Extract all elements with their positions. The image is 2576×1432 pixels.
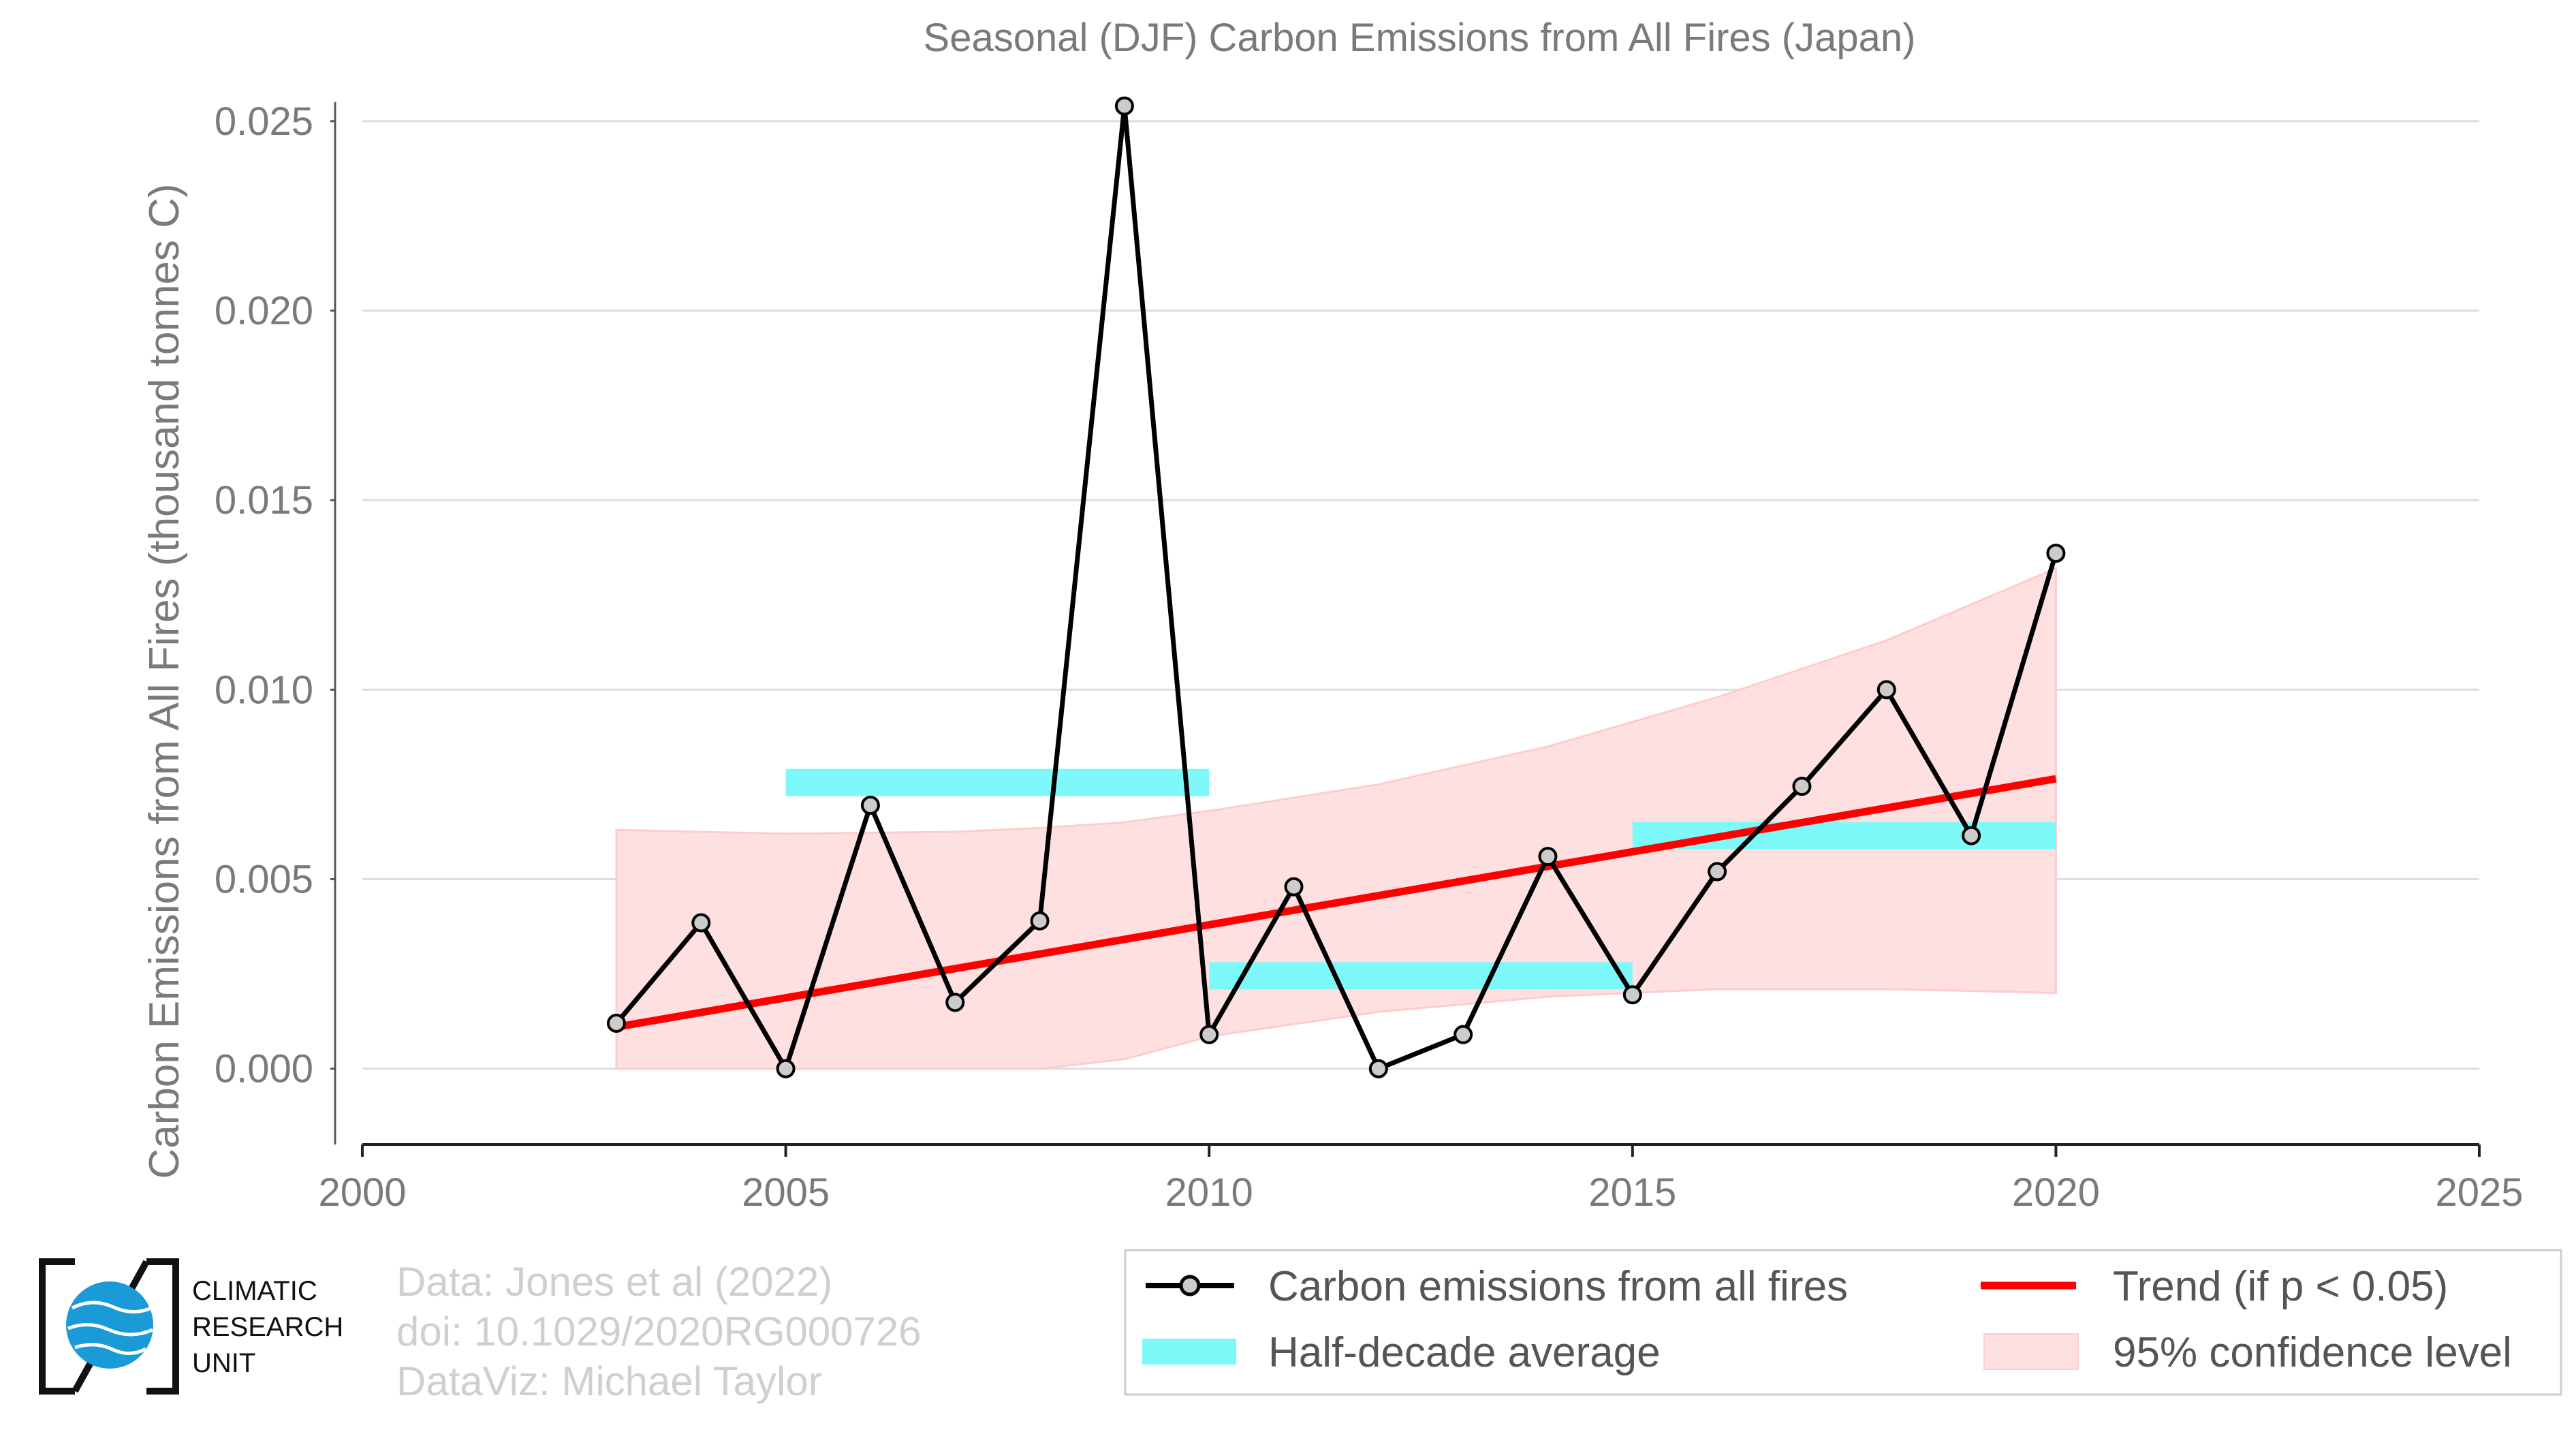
legend-swatch-half-decade bbox=[1142, 1339, 1236, 1365]
y-tick-label: 0.020 bbox=[215, 289, 313, 333]
legend-label-emissions: Carbon emissions from all fires bbox=[1268, 1263, 1848, 1310]
credit-doi: doi: 10.1029/2020RG000726 bbox=[396, 1309, 922, 1354]
emissions-point bbox=[945, 993, 965, 1012]
x-axis-group: 2000 2005 2010 2015 2020 2025 bbox=[318, 1143, 2524, 1215]
y-axis-label: Carbon Emissions from All Fires (thousan… bbox=[141, 183, 188, 1179]
half-decade-bar bbox=[785, 768, 1210, 796]
emissions-point bbox=[1030, 911, 1050, 931]
x-tick-label: 2020 bbox=[2012, 1170, 2100, 1215]
legend: Carbon emissions from all fires Trend (i… bbox=[1124, 1249, 2562, 1396]
x-tick-label: 2005 bbox=[742, 1170, 830, 1215]
emissions-point bbox=[1538, 847, 1558, 867]
emissions-point bbox=[691, 913, 711, 933]
credit-data-source: Data: Jones et al (2022) bbox=[396, 1259, 832, 1305]
logo-text-line3: UNIT bbox=[192, 1348, 255, 1378]
y-tick-label: 0.015 bbox=[215, 478, 313, 523]
logo-bracket-right-icon bbox=[146, 1258, 179, 1395]
trend-line bbox=[616, 775, 2057, 1031]
half-decade-bar bbox=[1632, 822, 2056, 850]
x-tick-label: 2010 bbox=[1165, 1170, 1253, 1215]
legend-swatch-emissions-marker bbox=[1179, 1275, 1201, 1296]
emissions-line bbox=[614, 106, 2058, 1075]
emissions-point bbox=[860, 796, 880, 815]
half-decade-bar bbox=[1209, 962, 1633, 990]
chart-title: Seasonal (DJF) Carbon Emissions from All… bbox=[924, 16, 1916, 60]
legend-swatch-confidence bbox=[1983, 1333, 2079, 1370]
y-tick-label: 0.005 bbox=[215, 858, 313, 902]
logo-bracket-left-icon bbox=[39, 1258, 75, 1395]
emissions-point bbox=[1792, 777, 1812, 796]
x-tick-label: 2015 bbox=[1588, 1170, 1676, 1215]
y-tick-label: 0.010 bbox=[215, 668, 313, 712]
emissions-point bbox=[1708, 862, 1727, 882]
x-tick-label: 2025 bbox=[2435, 1170, 2523, 1215]
emissions-point bbox=[1284, 877, 1304, 897]
y-tick-label: 0.025 bbox=[215, 99, 313, 144]
confidence-band-group bbox=[615, 567, 2057, 1070]
cru-logo: CLIMATIC RESEARCH UNIT bbox=[39, 1258, 343, 1395]
credits: Data: Jones et al (2022) doi: 10.1029/20… bbox=[396, 1259, 922, 1404]
emissions-point bbox=[1454, 1025, 1473, 1044]
x-tick-label: 2000 bbox=[318, 1170, 406, 1215]
emissions-point bbox=[776, 1059, 796, 1078]
legend-label-confidence: 95% confidence level bbox=[2113, 1329, 2512, 1376]
half-decade-bars-group bbox=[785, 768, 2056, 990]
legend-label-half-decade: Half-decade average bbox=[1268, 1329, 1661, 1376]
emissions-point bbox=[1622, 985, 1642, 1005]
legend-box bbox=[1124, 1249, 2562, 1396]
emissions-point bbox=[1114, 96, 1134, 116]
emissions-series-group bbox=[606, 96, 2066, 1078]
trend-line-group bbox=[616, 775, 2057, 1031]
confidence-band bbox=[615, 567, 2057, 1070]
emissions-point bbox=[1962, 826, 1981, 845]
y-tick-label: 0.000 bbox=[215, 1047, 313, 1091]
globe-icon bbox=[66, 1281, 154, 1369]
logo-text-line1: CLIMATIC bbox=[192, 1276, 317, 1306]
y-ticks-group: 0.000 0.005 0.010 0.015 0.020 0.025 bbox=[215, 99, 336, 1145]
emissions-point bbox=[1199, 1025, 1219, 1044]
emissions-point bbox=[2046, 544, 2066, 563]
emissions-point bbox=[1368, 1059, 1388, 1078]
emissions-point bbox=[1876, 680, 1896, 700]
legend-label-trend: Trend (if p < 0.05) bbox=[2113, 1263, 2448, 1310]
credit-dataviz: DataViz: Michael Taylor bbox=[396, 1358, 822, 1404]
logo-text-line2: RESEARCH bbox=[192, 1312, 343, 1342]
emissions-point bbox=[606, 1013, 626, 1033]
